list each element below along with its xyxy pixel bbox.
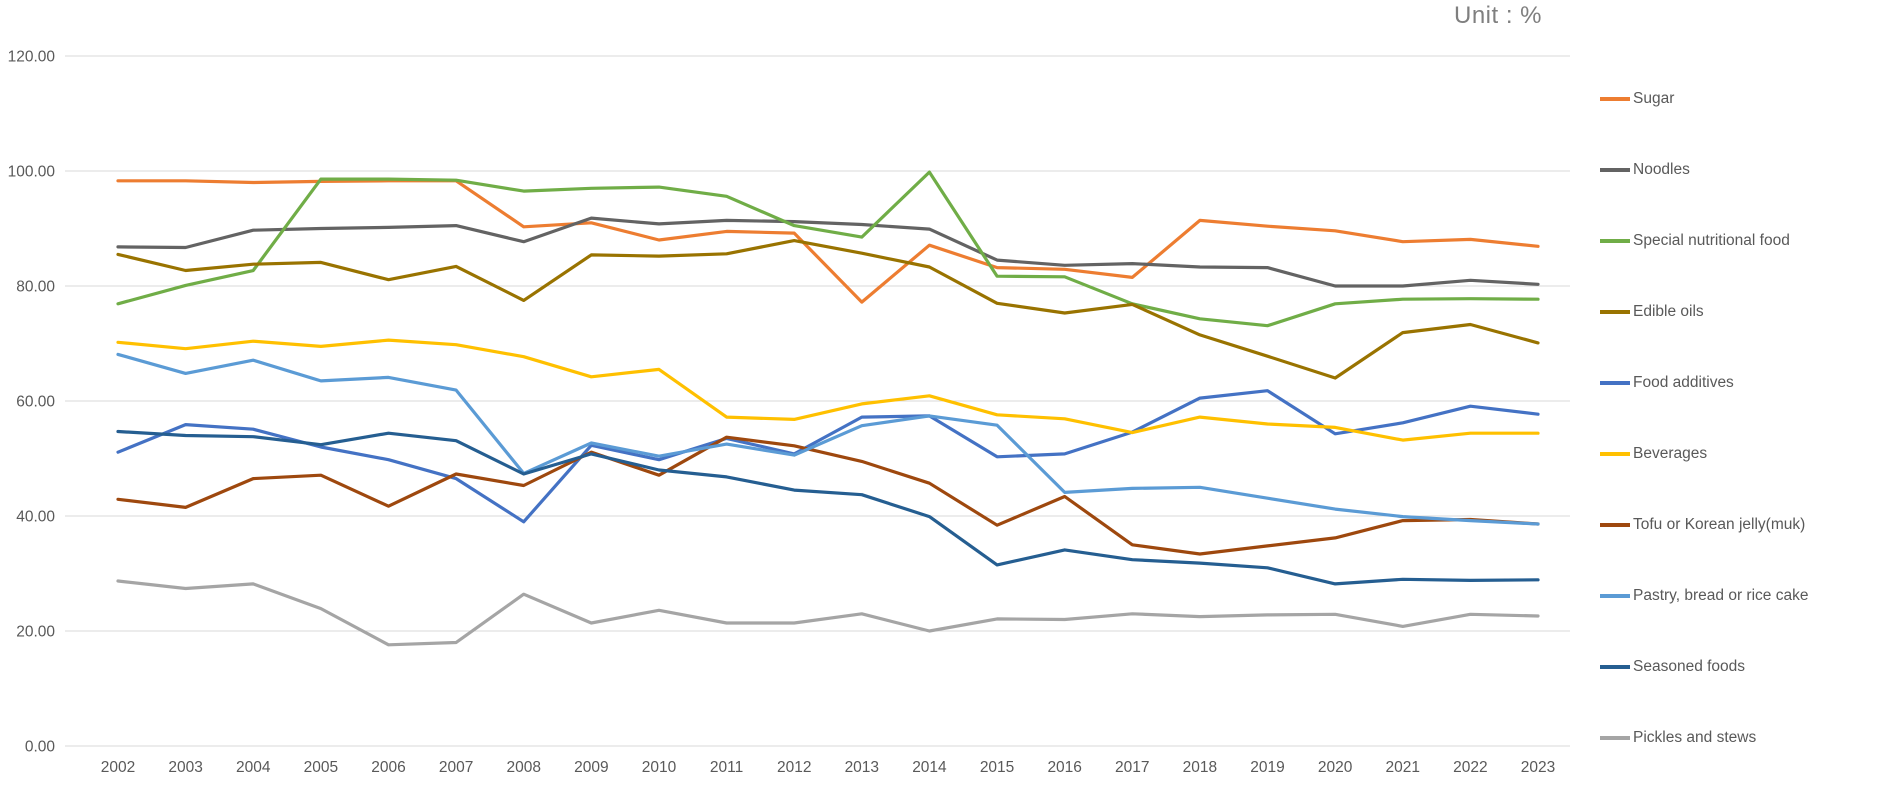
x-axis-tick-label: 2005 [304,759,338,776]
legend-swatch-icon [1600,97,1630,101]
x-axis-tick-label: 2008 [506,759,540,776]
x-axis-tick-label: 2021 [1386,759,1420,776]
y-axis-tick-label: 60.00 [16,394,55,411]
legend-item: Beverages [1600,444,1707,464]
x-axis-tick-label: 2019 [1250,759,1284,776]
series-line-special-nutritional-food [116,170,1540,328]
series-line-seasoned-foods [116,429,1540,586]
legend-swatch-icon [1600,310,1630,314]
x-axis-tick-label: 2003 [168,759,202,776]
x-axis-tick-label: 2020 [1318,759,1353,776]
legend-label: Pickles and stews [1633,729,1757,746]
legend-item: Special nutritional food [1600,231,1790,251]
y-axis-tick-label: 80.00 [16,279,55,296]
legend-label: Beverages [1633,445,1708,462]
x-axis-tick-label: 2022 [1453,759,1487,776]
x-axis-tick-label: 2002 [101,759,135,776]
legend-label: Noodles [1633,161,1690,178]
legend-item: Pastry, bread or rice cake [1600,586,1808,606]
series-line-pastry-bread-or-rice-cake [116,352,1540,526]
x-axis-tick-label: 2017 [1115,759,1149,776]
x-axis-tick-label: 2012 [777,759,811,776]
legend-label: Edible oils [1633,303,1704,320]
x-axis-tick-label: 2007 [439,759,473,776]
series-line-pickles-and-stews [116,579,1540,647]
x-axis-tick-label: 2011 [710,759,743,776]
legend-label: Special nutritional food [1633,232,1790,249]
x-axis-tick-label: 2016 [1047,759,1081,776]
legend-swatch-icon [1600,239,1630,243]
chart-legend: Sugar Noodles Special nutritional food Edib… [1600,0,1879,786]
legend-item: Noodles [1600,160,1690,180]
x-axis-tick-label: 2013 [845,759,879,776]
legend-item: Food additives [1600,373,1734,393]
legend-swatch-icon [1600,452,1630,456]
legend-item: Edible oils [1600,302,1704,322]
y-axis-tick-label: 100.00 [8,164,56,181]
legend-item: Seasoned foods [1600,657,1745,677]
series-line-food-additives [116,389,1540,524]
x-axis-tick-label: 2015 [980,759,1014,776]
x-axis-tick-label: 2010 [642,759,677,776]
y-axis-tick-label: 20.00 [16,624,55,641]
legend-swatch-icon [1600,665,1630,669]
legend-item: Pickles and stews [1600,728,1756,748]
legend-label: Food additives [1633,374,1734,391]
series-line-tofu-or-korean-jelly-muk- [116,435,1540,556]
legend-swatch-icon [1600,523,1630,527]
x-axis-tick-label: 2006 [371,759,405,776]
legend-label: Pastry, bread or rice cake [1633,587,1809,604]
legend-label: Sugar [1633,90,1675,107]
y-axis-tick-label: 0.00 [25,739,56,756]
y-axis-tick-label: 40.00 [16,509,55,526]
x-axis-tick-label: 2004 [236,759,271,776]
y-axis-tick-label: 120.00 [8,49,56,66]
unit-label: Unit : % [1453,2,1543,29]
legend-item: Sugar [1600,89,1674,109]
legend-label: Seasoned foods [1633,658,1746,675]
legend-swatch-icon [1600,736,1630,740]
series-line-noodles [116,216,1540,288]
series-line-beverages [116,338,1540,442]
x-axis-tick-label: 2018 [1183,759,1217,776]
legend-item: Tofu or Korean jelly(muk) [1600,515,1805,535]
x-axis-tick-label: 2023 [1521,759,1555,776]
legend-label: Tofu or Korean jelly(muk) [1633,516,1806,533]
x-axis-tick-label: 2009 [574,759,608,776]
legend-swatch-icon [1600,594,1630,598]
legend-swatch-icon [1600,381,1630,385]
series-line-sugar [116,179,1540,304]
series-line-edible-oils [116,239,1540,380]
legend-swatch-icon [1600,168,1630,172]
x-axis-tick-label: 2014 [912,759,947,776]
